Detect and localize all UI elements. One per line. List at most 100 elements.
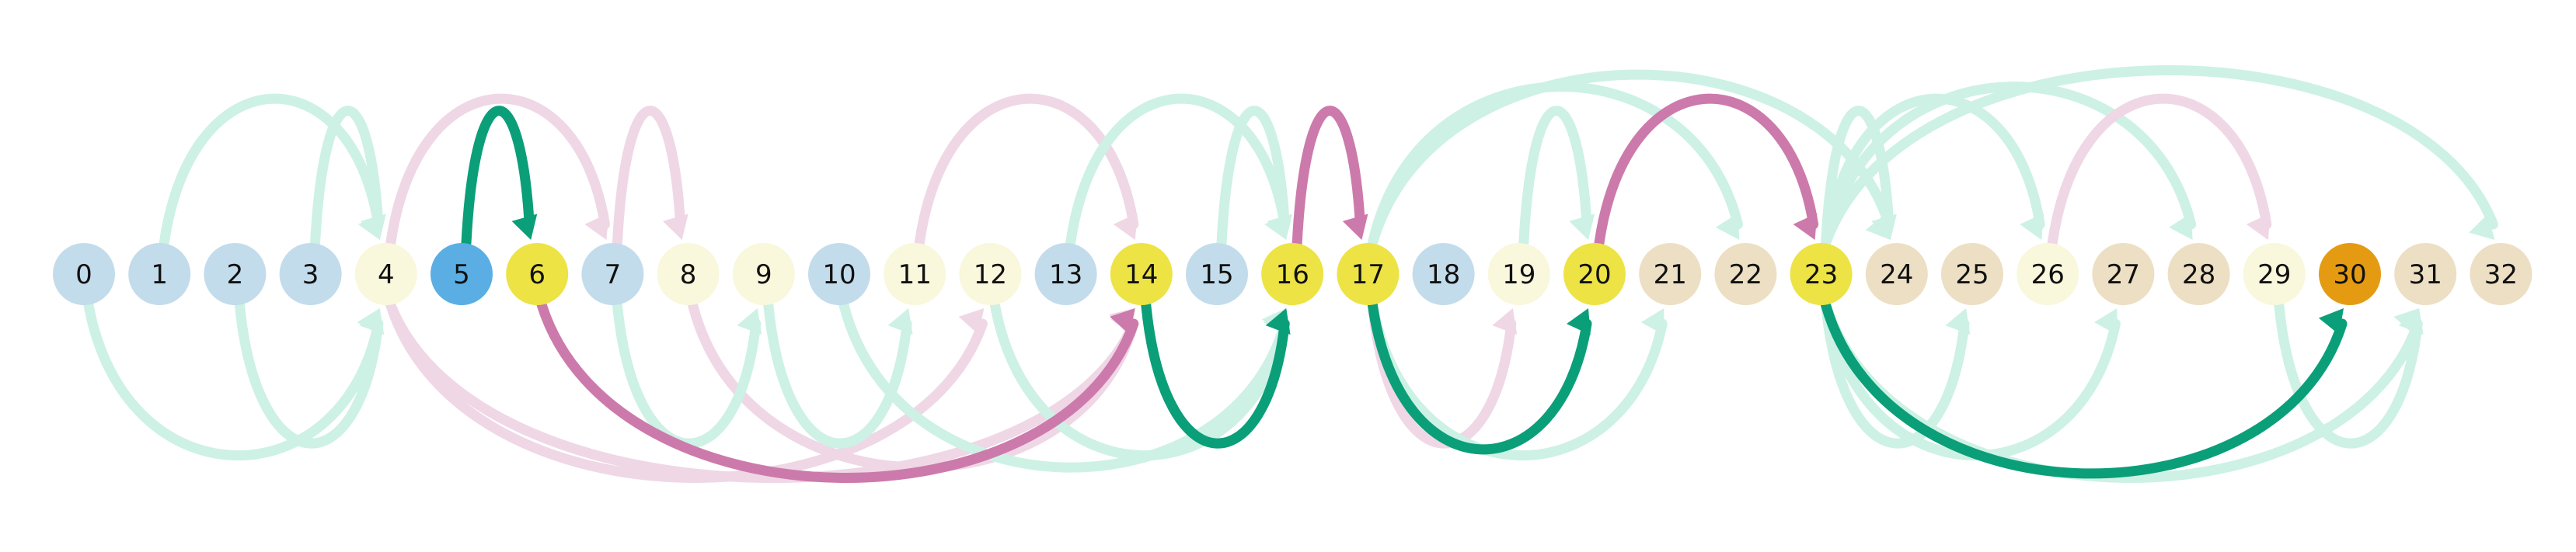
node-12: [959, 243, 1022, 305]
edge-8-to-14: [688, 300, 1139, 473]
node-15-label: 15: [1200, 259, 1233, 290]
node-21: [1639, 243, 1702, 305]
edge-1-to-4: [159, 93, 384, 248]
edge-6-to-14: [536, 300, 1139, 483]
node-11: [884, 243, 946, 305]
node-19-label: 19: [1502, 259, 1535, 290]
edge-0-to-4: [83, 300, 384, 461]
node-20-label: 20: [1577, 259, 1611, 290]
node-32: [2470, 243, 2532, 305]
edge-11-to-14: [914, 93, 1139, 248]
node-23-label: 23: [1804, 259, 1838, 290]
edge-arrowhead: [887, 308, 913, 335]
edge-arrowhead: [2020, 213, 2044, 240]
edge-arrowhead: [1110, 308, 1135, 335]
node-5-label: 5: [453, 259, 470, 290]
edge-26-to-29: [2047, 93, 2272, 248]
node-10-label: 10: [822, 259, 856, 290]
node-2-label: 2: [227, 259, 244, 290]
edge-arrowhead: [1265, 308, 1291, 335]
node-14-label: 14: [1124, 259, 1158, 290]
edge-23-to-26: [1821, 93, 2045, 248]
node-19: [1487, 243, 1550, 305]
node-2: [204, 243, 267, 305]
node-30-label: 30: [2333, 259, 2366, 290]
node-29-label: 29: [2257, 259, 2291, 290]
node-3: [279, 243, 342, 305]
edge-arrowhead: [1871, 214, 1897, 240]
edge-arrowhead: [1113, 213, 1138, 240]
edge-14-to-16: [1141, 300, 1290, 449]
node-32-label: 32: [2484, 259, 2518, 290]
edge-9-to-11: [763, 300, 912, 449]
node-22-label: 22: [1729, 259, 1762, 290]
edge-23-to-28: [1821, 82, 2197, 248]
node-12-label: 12: [974, 259, 1007, 290]
node-31: [2394, 243, 2457, 305]
node-20: [1563, 243, 1626, 305]
edge-23-to-25: [1821, 300, 1970, 449]
edge-arrowhead: [2094, 308, 2118, 335]
edge-arrowhead: [2318, 308, 2344, 335]
node-1: [128, 243, 191, 305]
edge-23-to-31: [1821, 300, 2423, 483]
edge-arrowhead: [737, 308, 762, 335]
edge-7-to-8: [612, 106, 686, 248]
edge-arrowhead: [584, 213, 609, 240]
node-4-label: 4: [378, 259, 395, 290]
edge-arrowhead: [511, 214, 538, 240]
edge-23-to-24: [1821, 106, 1895, 248]
edge-10-to-16: [838, 300, 1290, 473]
node-1-label: 1: [151, 259, 168, 290]
edge-arrowhead: [1492, 308, 1518, 335]
edge-16-to-17: [1291, 106, 1365, 248]
node-16-label: 16: [1276, 259, 1309, 290]
node-26: [2017, 243, 2079, 305]
node-27: [2092, 243, 2155, 305]
node-18: [1412, 243, 1475, 305]
node-23: [1790, 243, 1853, 305]
node-0: [53, 243, 115, 305]
node-10: [808, 243, 870, 305]
node-27-label: 27: [2107, 259, 2140, 290]
node-6: [506, 243, 569, 305]
edge-arrowhead: [1342, 214, 1368, 240]
edge-arrowhead: [1715, 213, 1740, 240]
node-14: [1110, 243, 1173, 305]
edge-17-to-20: [1367, 300, 1592, 455]
node-7-label: 7: [605, 259, 622, 290]
edge-15-to-16: [1216, 106, 1290, 248]
edge-20-to-23: [1594, 93, 1819, 248]
edge-arrowhead: [1793, 213, 1818, 240]
node-30: [2319, 243, 2381, 305]
edge-arrowhead: [958, 308, 985, 335]
edge-4-to-7: [385, 93, 610, 248]
nodes-layer: 0 1 2 3 4 5 6 7 8 9 10 11 12 13 14 15 16 17 18 19 20 21 22 23 24…: [53, 243, 2532, 305]
node-6-label: 6: [528, 259, 546, 290]
edge-arrowhead: [359, 308, 385, 335]
node-24: [1865, 243, 1928, 305]
node-31-label: 31: [2409, 259, 2442, 290]
edges-faint-layer: [83, 65, 2498, 483]
node-13-label: 13: [1049, 259, 1082, 290]
node-28: [2167, 243, 2230, 305]
edge-arrowhead: [1569, 214, 1595, 240]
node-9-label: 9: [755, 259, 772, 290]
edge-arrowhead: [2398, 308, 2424, 335]
node-16: [1261, 243, 1324, 305]
edge-19-to-20: [1518, 106, 1592, 248]
edge-arrowhead: [2169, 213, 2193, 240]
node-3-label: 3: [302, 259, 319, 290]
edge-arrowhead: [2246, 213, 2271, 240]
node-18-label: 18: [1427, 259, 1460, 290]
edge-3-to-4: [310, 106, 384, 248]
edge-23-to-30: [1821, 300, 2348, 479]
edge-5-to-6: [461, 106, 535, 248]
edge-arrowhead: [1267, 214, 1293, 240]
node-8: [657, 243, 720, 305]
node-0-label: 0: [75, 259, 92, 290]
edge-arrowhead: [2469, 214, 2495, 240]
node-26-label: 26: [2031, 259, 2065, 290]
